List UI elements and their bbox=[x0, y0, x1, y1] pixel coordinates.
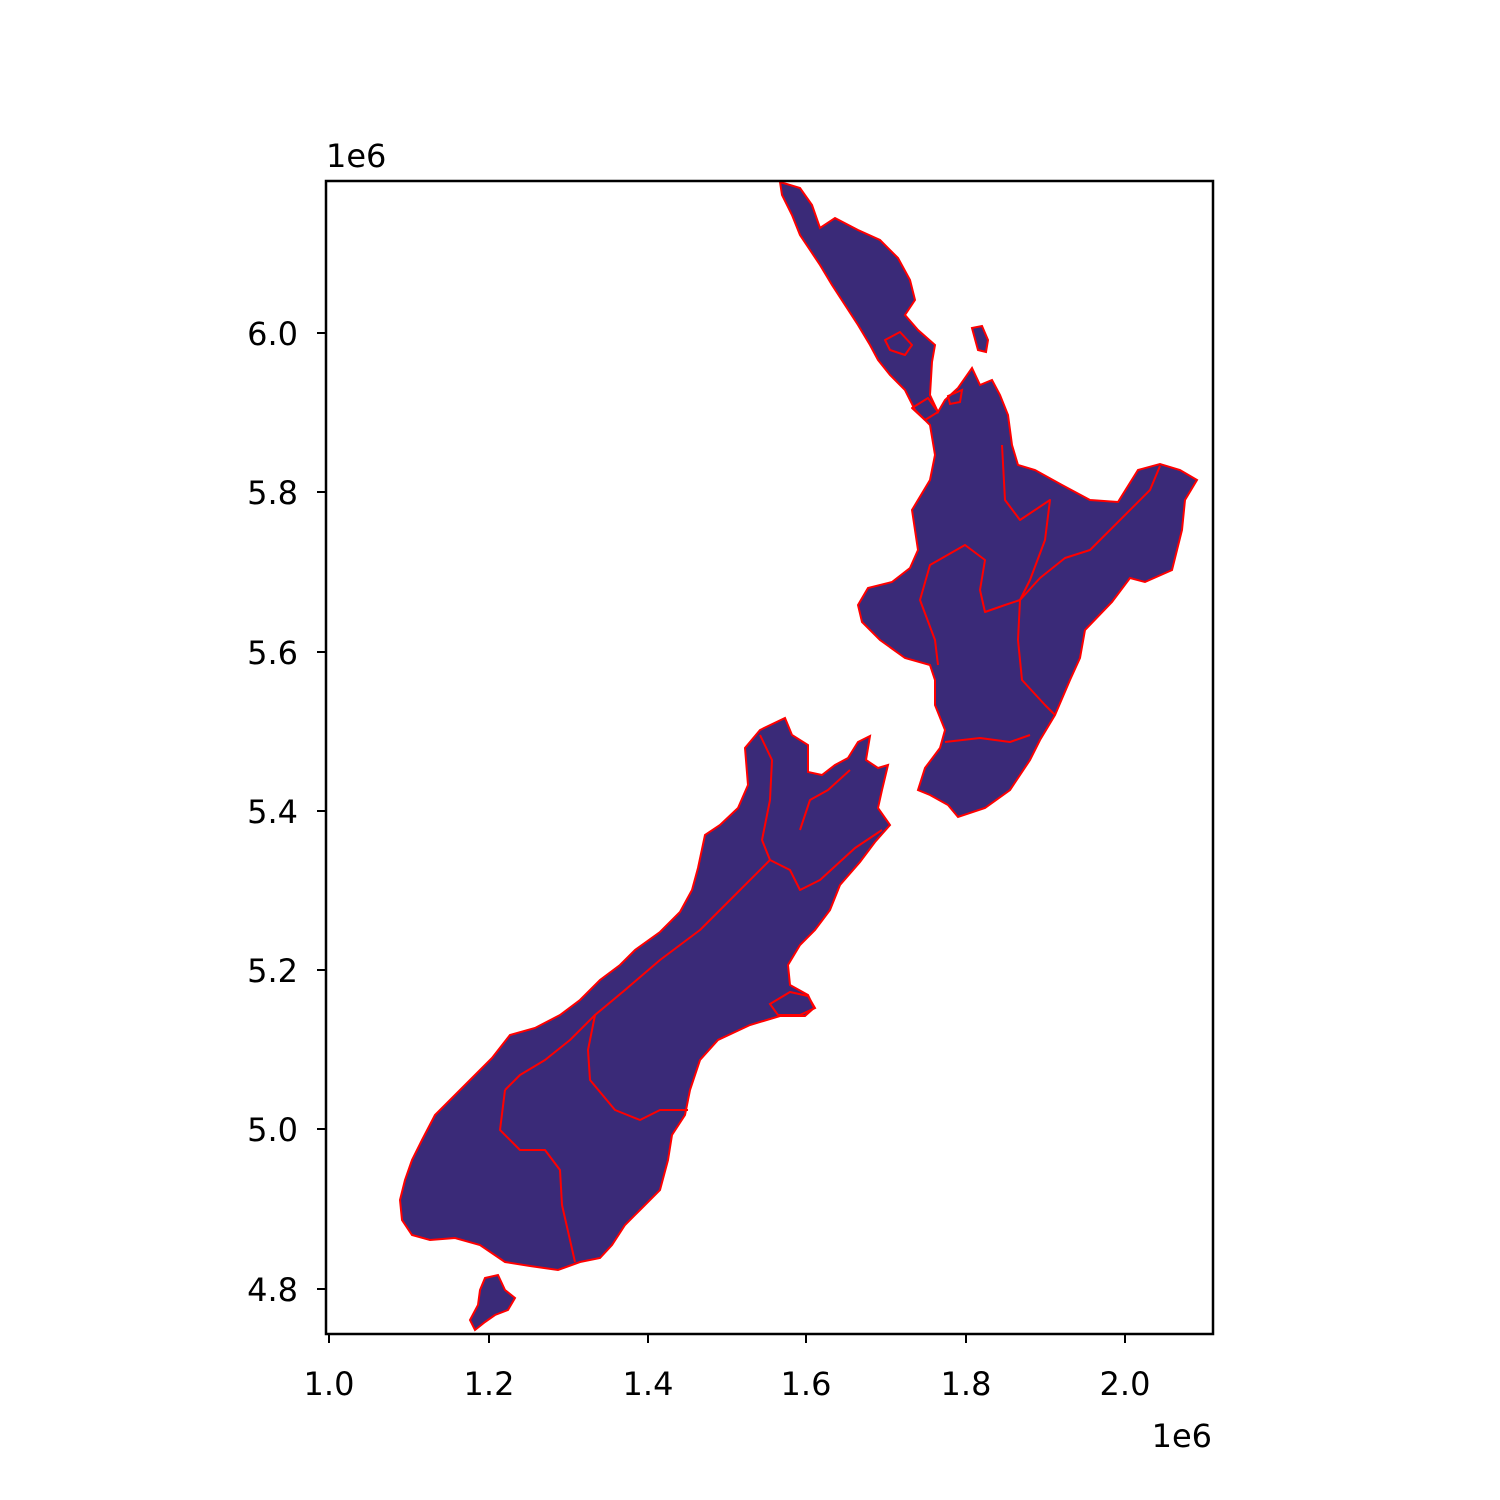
x-tick-label: 1.4 bbox=[623, 1365, 674, 1403]
boundary-tasman-marlborough bbox=[759, 734, 883, 891]
x-tick-label: 1.2 bbox=[464, 1365, 515, 1403]
boundary-westcoast-canterbury bbox=[504, 859, 771, 1091]
x-axis: 1.0 1.2 1.4 1.6 1.8 2.0 1e6 bbox=[304, 1334, 1212, 1455]
y-tick-label: 6.0 bbox=[247, 315, 298, 353]
y-tick-label: 5.4 bbox=[247, 793, 298, 831]
x-tick-label: 1.0 bbox=[304, 1365, 355, 1403]
boundary-northland-auckland bbox=[884, 331, 913, 356]
x-tick-label: 2.0 bbox=[1100, 1365, 1151, 1403]
boundary-waikato-bop bbox=[919, 444, 1051, 666]
boundary-hawkes-manawatu bbox=[1017, 599, 1056, 716]
boundary-gisborne-hawkes bbox=[1019, 465, 1161, 601]
x-offset-label: 1e6 bbox=[1152, 1417, 1212, 1455]
y-offset-label: 1e6 bbox=[326, 137, 386, 175]
y-tick-label: 5.6 bbox=[247, 634, 298, 672]
boundary-marlborough-canterbury bbox=[799, 769, 851, 831]
map-layer bbox=[399, 181, 1198, 1331]
x-tick-label: 1.8 bbox=[941, 1365, 992, 1403]
y-axis: 6.0 5.8 5.6 5.4 5.2 5.0 4.8 1e6 bbox=[247, 137, 386, 1309]
region-boundaries bbox=[499, 331, 1161, 1263]
axes-frame bbox=[324, 179, 1215, 1336]
y-tick-label: 5.0 bbox=[247, 1111, 298, 1149]
boundary-canterbury-otago bbox=[587, 1014, 688, 1121]
boundary-otago-southland bbox=[499, 1089, 576, 1263]
boundary-manawatu-wellington bbox=[944, 734, 1031, 743]
y-tick-label: 5.8 bbox=[247, 474, 298, 512]
x-tick-label: 1.6 bbox=[781, 1365, 832, 1403]
y-tick-label: 4.8 bbox=[247, 1271, 298, 1309]
boundary-auckland-waikato bbox=[911, 397, 939, 421]
y-tick-label: 5.2 bbox=[247, 952, 298, 990]
